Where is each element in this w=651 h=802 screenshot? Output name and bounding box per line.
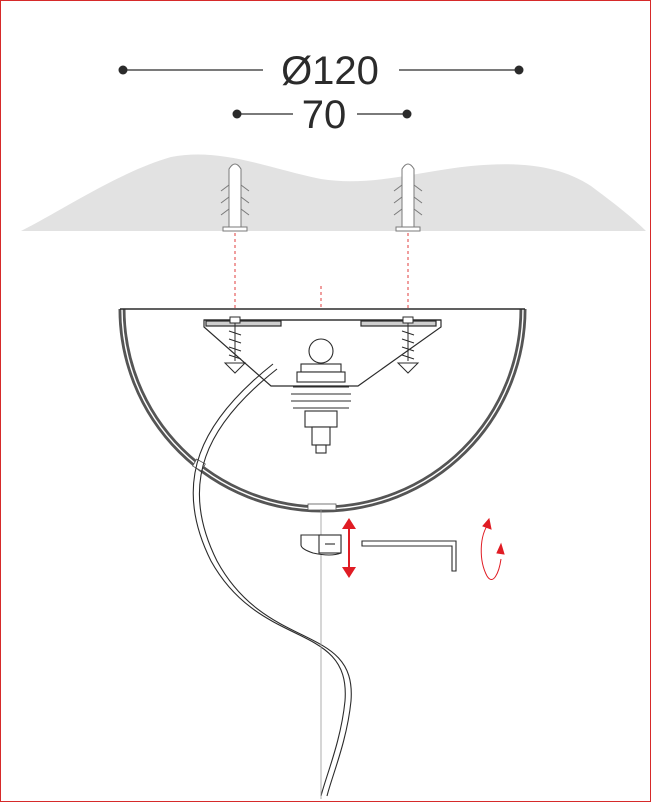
dimension-inner: 70 xyxy=(232,93,412,137)
allen-key-icon xyxy=(361,540,457,572)
screw-right xyxy=(396,316,420,374)
lamp-shade xyxy=(118,308,527,513)
socket-assembly xyxy=(291,338,351,454)
power-cable xyxy=(192,363,352,797)
dimension-inner-label: 70 xyxy=(302,93,347,137)
dimension-outer: Ø120 xyxy=(118,49,524,93)
dimension-endpoint-dot xyxy=(402,109,412,119)
dimension-outer-label: Ø120 xyxy=(281,49,379,93)
rotate-arrow-icon xyxy=(480,517,505,581)
wall-plug-right xyxy=(393,163,423,232)
wall-plug-left xyxy=(220,163,250,232)
dimension-endpoint-dot xyxy=(118,65,128,75)
end-cap xyxy=(300,534,342,556)
dimension-endpoint-dot xyxy=(232,109,242,119)
double-vertical-arrow-icon xyxy=(342,518,356,578)
screw-left xyxy=(223,316,247,374)
dimension-endpoint-dot xyxy=(514,65,524,75)
ceiling-surface xyxy=(21,154,646,231)
